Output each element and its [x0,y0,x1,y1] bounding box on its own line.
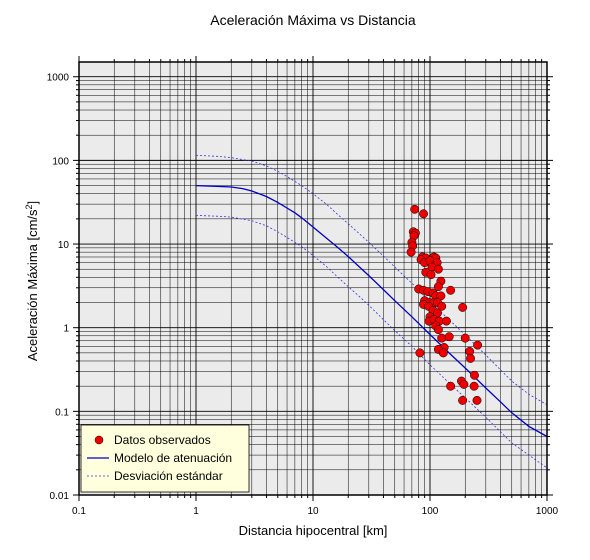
axis-ticks [73,56,553,501]
data-point [458,302,468,312]
data-point [460,333,470,343]
grid [78,62,547,496]
data-point [441,316,451,326]
std-dev-upper-line [195,154,548,406]
y-tick-label: 10 [58,240,70,251]
data-point [459,379,469,389]
legend-label-std: Desviación estándar [114,469,223,483]
legend-point-symbol [94,435,104,445]
data-point [437,333,447,343]
legend-label-model: Modelo de atenuación [114,451,232,465]
data-point [458,395,468,405]
data-point [469,381,479,391]
data-point [433,282,443,292]
data-point [473,340,483,350]
y-tick-label: 100 [52,156,69,167]
data-point [446,285,456,295]
x-tick-label: 10 [307,506,319,517]
y-tick-label: 1 [63,324,69,335]
x-tick-label: 100 [422,506,439,517]
y-tick-labels: 0.01 0.1 1 10 100 1000 [47,73,70,502]
data-point [446,381,456,391]
data-point [406,247,416,257]
x-tick-label: 1000 [536,506,559,517]
y-tick-label: 1000 [47,73,70,84]
data-point [433,264,443,274]
data-point [433,325,443,335]
y-axis-label-end: ] [25,201,40,205]
y-axis-label-main: Aceleración Máxima [cm/s [25,209,40,361]
std-dev-lower-line [195,215,548,469]
x-tick-label: 1 [193,506,199,517]
y-tick-label: 0.1 [55,407,69,418]
legend: Datos observados Modelo de atenuación De… [80,424,250,493]
data-point [415,348,425,358]
data-point [444,332,454,342]
data-point [419,209,428,219]
std-dev-series [195,154,548,469]
x-tick-label: 0.1 [72,506,86,517]
x-axis-label: Distancia hipocentral [km] [239,523,388,538]
data-point [470,370,479,380]
data-point [466,353,475,363]
data-point [426,270,436,280]
y-tick-label: 0.01 [50,491,70,502]
legend-label-observed: Datos observados [114,433,211,447]
data-point [437,301,447,311]
x-tick-labels: 0.1 1 10 100 1000 [72,506,559,517]
chart-title: Aceleración Máxima vs Distancia [210,12,416,28]
data-point [438,348,448,358]
observed-points-series [406,204,483,405]
model-series [195,184,548,438]
y-axis-label: Aceleración Máxima [cm/s2] [24,201,40,361]
model-line [195,184,548,438]
y-axis-label-exponent: 2 [24,204,34,209]
data-point [410,204,420,214]
data-point [472,395,482,405]
